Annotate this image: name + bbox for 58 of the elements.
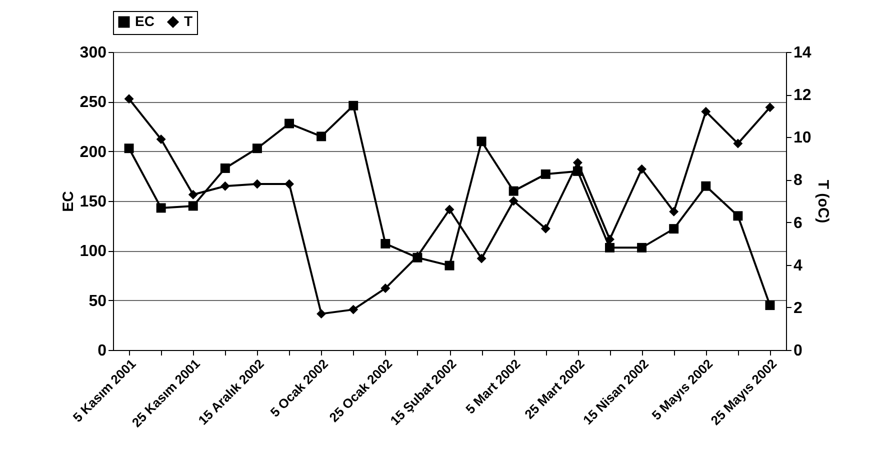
point xyxy=(284,179,294,189)
point xyxy=(540,224,550,234)
y2-tick-label: 8 xyxy=(794,172,802,190)
point xyxy=(508,196,518,206)
y2-tick-label: 14 xyxy=(794,44,812,62)
y-tick-label: 150 xyxy=(80,194,107,210)
point xyxy=(637,164,647,174)
point xyxy=(316,309,326,319)
point xyxy=(701,106,711,116)
y-tick-label: 0 xyxy=(98,342,107,360)
point xyxy=(124,94,134,104)
y2-tick-label: 12 xyxy=(794,87,812,104)
point xyxy=(188,190,198,200)
point xyxy=(188,201,198,211)
point xyxy=(380,284,390,294)
y-axis-title: EC xyxy=(60,190,77,212)
point xyxy=(444,260,454,270)
point xyxy=(348,100,358,110)
point xyxy=(348,304,358,314)
point xyxy=(572,166,582,176)
point xyxy=(733,138,743,148)
y-tick-label: 250 xyxy=(80,94,107,112)
point xyxy=(765,300,775,310)
point xyxy=(765,102,775,112)
y2-tick-label: 0 xyxy=(794,342,802,360)
y2-tick-label: 10 xyxy=(794,130,812,147)
point xyxy=(508,186,518,196)
y-tick-label: 300 xyxy=(80,44,107,62)
point xyxy=(572,158,582,168)
y2-tick-label: 2 xyxy=(794,300,802,317)
point xyxy=(444,204,454,214)
y2-tick-label: 6 xyxy=(794,214,802,232)
point xyxy=(124,144,134,154)
y-tick-label: 100 xyxy=(80,243,107,260)
point xyxy=(604,242,614,252)
point xyxy=(701,181,711,191)
point xyxy=(669,224,679,234)
point xyxy=(316,132,326,142)
point xyxy=(476,136,486,146)
point xyxy=(637,242,647,252)
point xyxy=(220,163,230,173)
point xyxy=(156,203,166,213)
point xyxy=(669,206,679,216)
point xyxy=(156,134,166,144)
point xyxy=(252,144,262,154)
y2-axis-title: T (oC) xyxy=(814,180,832,224)
y-tick-label: 50 xyxy=(88,292,107,310)
point xyxy=(733,211,743,221)
point xyxy=(220,181,230,191)
y-tick-label: 200 xyxy=(80,144,107,161)
point xyxy=(284,118,294,128)
point xyxy=(380,238,390,248)
point xyxy=(476,254,486,264)
legend-label: EC xyxy=(135,13,154,29)
point xyxy=(252,179,262,189)
point xyxy=(540,169,550,179)
y2-tick-label: 4 xyxy=(794,257,802,274)
legend-label: T xyxy=(184,13,193,29)
